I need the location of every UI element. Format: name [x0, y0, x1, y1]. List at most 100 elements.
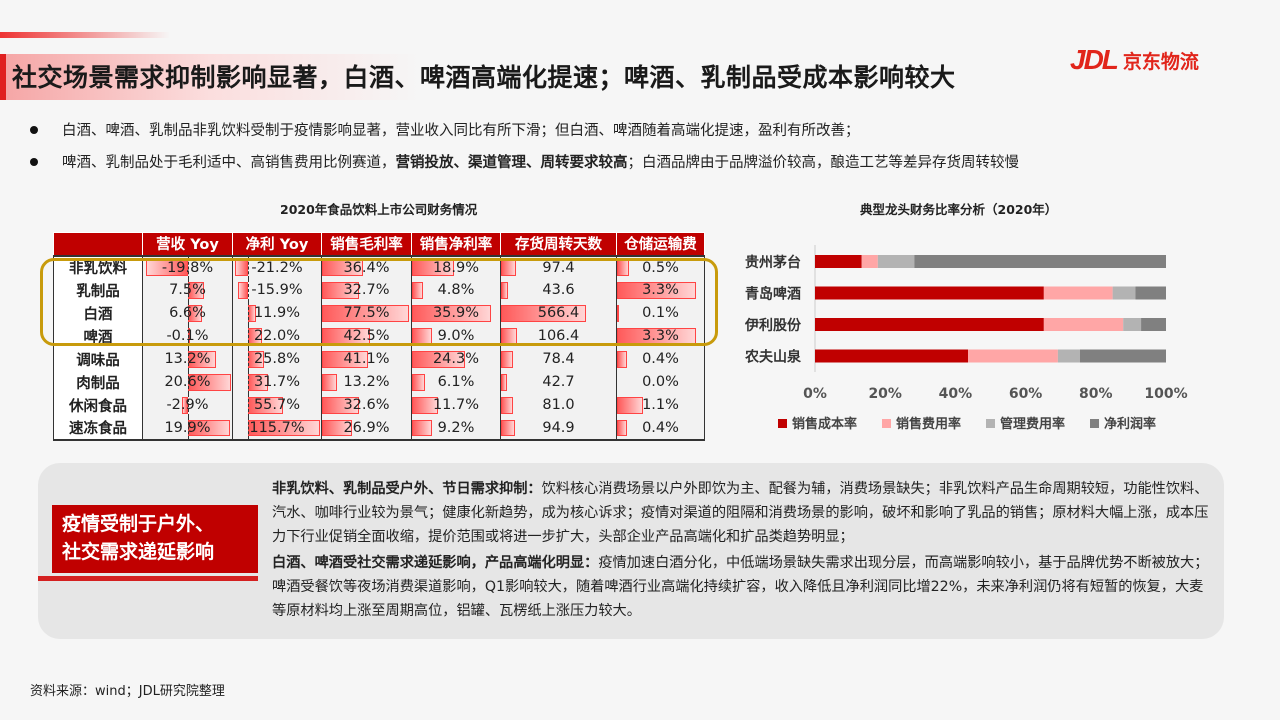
cell-value: 41.1%	[343, 351, 390, 367]
bar-axis	[188, 278, 189, 302]
table-cell: 24.3%	[411, 347, 501, 371]
table-cell: 18.9%	[411, 255, 501, 279]
table-cell: 7.5%	[142, 278, 233, 302]
table-cell: 81.0	[500, 393, 617, 417]
cell-value: 566.4	[537, 305, 580, 321]
bar-segment	[1080, 349, 1166, 363]
cell-value: 77.5%	[343, 305, 390, 321]
table-cell: 94.9	[500, 416, 617, 441]
data-bar	[412, 419, 433, 436]
panel-label-line-1: 疫情受制于户外、	[62, 513, 215, 535]
cell-value: 6.1%	[437, 374, 475, 390]
table-cell: 566.4	[500, 301, 617, 325]
cell-value: 6.6%	[169, 305, 206, 321]
cell-value: 0.4%	[642, 351, 679, 367]
row-label: 非乳饮料	[53, 255, 143, 279]
cell-value: 0.5%	[642, 259, 679, 276]
x-tick-label: 100%	[1144, 386, 1187, 402]
table-cell: 0.1%	[616, 301, 705, 325]
data-bar	[617, 419, 627, 436]
cell-value: 9.2%	[437, 419, 475, 436]
table-cell: 3.3%	[616, 324, 705, 348]
data-bar	[181, 396, 188, 414]
bullet-text: 白酒、啤酒、乳制品非乳饮料受制于疫情影响显著，营业收入同比有所下滑；但白酒、啤酒…	[62, 123, 860, 139]
row-label: 调味品	[53, 347, 143, 371]
data-bar	[501, 350, 513, 368]
table-cell: 6.6%	[142, 301, 233, 325]
column-header: 净利 Yoy	[232, 232, 322, 257]
cell-value: -0.1%	[166, 328, 209, 344]
row-label: 速冻食品	[53, 416, 143, 441]
cell-value: 78.4	[542, 351, 575, 367]
bar-axis	[248, 370, 250, 394]
logo-mark: JDL	[1070, 44, 1119, 75]
table-cell: 6.1%	[411, 370, 501, 394]
cell-value: 9.0%	[437, 328, 475, 344]
title-band	[0, 54, 420, 100]
table-cell: 106.4	[500, 324, 617, 348]
legend-label: 销售费用率	[896, 416, 961, 432]
bar-segment	[968, 349, 1058, 363]
data-bar	[238, 281, 249, 299]
table-cell: 42.7	[500, 370, 617, 394]
cell-value: 43.6	[542, 282, 575, 298]
column-header	[53, 232, 143, 257]
bar-axis	[248, 347, 250, 371]
bar-axis	[248, 278, 250, 302]
bullet-text-bold: 营销投放、渠道管理、周转要求较高	[395, 155, 628, 171]
row-label: 白酒	[53, 301, 143, 325]
data-bar	[322, 304, 409, 322]
cell-value: -15.9%	[251, 282, 303, 298]
table-cell: -2.9%	[142, 393, 233, 417]
table-cell: 31.7%	[232, 370, 322, 394]
cell-value: 19.9%	[164, 419, 211, 436]
row-label: 肉制品	[53, 370, 143, 394]
title-accent-bar	[0, 54, 6, 100]
cell-value: 106.4	[537, 328, 580, 344]
data-bar	[501, 396, 514, 414]
cell-value: 3.3%	[642, 282, 679, 298]
cell-value: 4.8%	[437, 282, 475, 298]
bullet-1: 白酒、啤酒、乳制品非乳饮料受制于疫情影响显著，营业收入同比有所下滑；但白酒、啤酒…	[30, 119, 860, 140]
table-cell: 0.0%	[616, 370, 705, 394]
table-cell: 22.0%	[232, 324, 322, 348]
table-row: 休闲食品 -2.9% 55.7% 32.6% 11.7% 81.0 1.1%	[53, 393, 705, 417]
cell-value: 0.0%	[642, 374, 679, 390]
legend-label: 净利润率	[1104, 416, 1156, 432]
table-cell: -21.2%	[232, 255, 322, 279]
cell-value: 11.7%	[432, 397, 480, 413]
table-row: 非乳饮料 -19.8% -21.2% 36.4% 18.9% 97.4 0.5%	[53, 255, 705, 279]
bullet-dot-icon	[30, 157, 38, 166]
cell-value: 32.7%	[343, 282, 390, 298]
paragraph-1-body: 饮料核心消费场景以户外即饮为主、配餐为辅，消费场景缺失；非乳饮料产品生命周期较短…	[272, 481, 1209, 545]
category-label: 伊利股份	[744, 317, 802, 334]
top-accent-strip	[0, 32, 170, 38]
table-cell: 19.9%	[142, 416, 233, 441]
table-cell: 0.4%	[616, 416, 705, 441]
data-bar	[617, 396, 644, 414]
bar-axis	[188, 393, 189, 417]
bar-segment	[1057, 349, 1081, 363]
column-header: 营收 Yoy	[142, 232, 233, 257]
legend-swatch	[986, 419, 995, 428]
data-bar	[501, 419, 516, 436]
paragraph-2-heading: 白酒、啤酒受社交需求递延影响，产品高端化明显：	[272, 555, 599, 571]
table-cell: 35.9%	[411, 301, 501, 325]
bar-axis	[248, 301, 250, 325]
table-cell: 13.2%	[142, 347, 233, 371]
bar-axis	[188, 301, 189, 325]
table-cell: 42.5%	[321, 324, 412, 348]
data-bar	[412, 396, 438, 414]
cell-value: 115.7%	[249, 419, 305, 436]
data-bar	[412, 350, 466, 368]
chart-title: 典型龙头财务比率分析（2020年）	[860, 202, 1058, 217]
column-header: 销售净利率	[411, 232, 501, 257]
cell-value: 24.3%	[432, 351, 480, 367]
table-cell: -0.1%	[142, 324, 233, 348]
panel-label: 疫情受制于户外、 社交需求递延影响	[52, 505, 258, 573]
table-cell: 11.7%	[411, 393, 501, 417]
cell-value: 18.9%	[432, 259, 480, 276]
category-label: 贵州茅台	[745, 254, 801, 271]
table-cell: 55.7%	[232, 393, 322, 417]
cell-value: 22.0%	[253, 328, 301, 344]
